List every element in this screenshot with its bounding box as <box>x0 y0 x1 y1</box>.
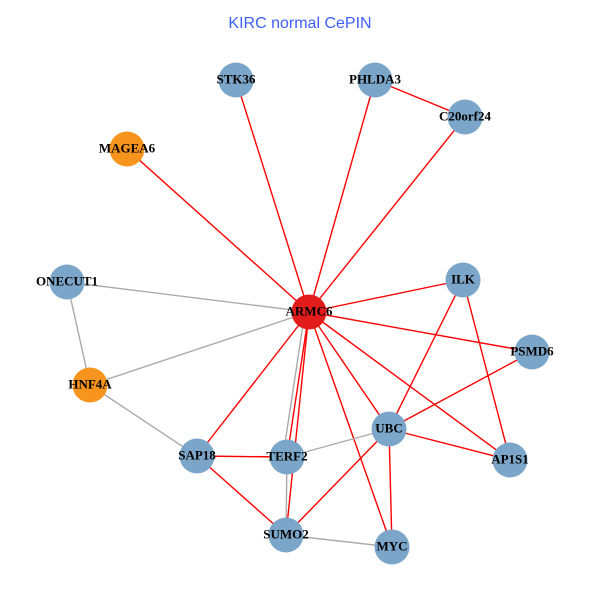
svg-text:TERF2: TERF2 <box>266 449 307 464</box>
svg-text:AP1S1: AP1S1 <box>491 452 529 467</box>
svg-text:SAP18: SAP18 <box>178 448 216 463</box>
svg-text:SUMO2: SUMO2 <box>263 527 309 542</box>
svg-text:ARMC6: ARMC6 <box>286 304 333 319</box>
svg-text:ILK: ILK <box>451 272 476 287</box>
svg-text:STK36: STK36 <box>216 72 256 87</box>
svg-text:HNF4A: HNF4A <box>68 377 112 392</box>
svg-text:UBC: UBC <box>375 421 402 436</box>
svg-text:MAGEA6: MAGEA6 <box>99 141 156 156</box>
svg-text:MYC: MYC <box>376 539 407 554</box>
svg-text:ONECUT1: ONECUT1 <box>36 274 98 289</box>
svg-text:PHLDA3: PHLDA3 <box>349 72 402 87</box>
svg-text:C20orf24: C20orf24 <box>439 109 491 124</box>
svg-text:PSMD6: PSMD6 <box>510 344 554 359</box>
